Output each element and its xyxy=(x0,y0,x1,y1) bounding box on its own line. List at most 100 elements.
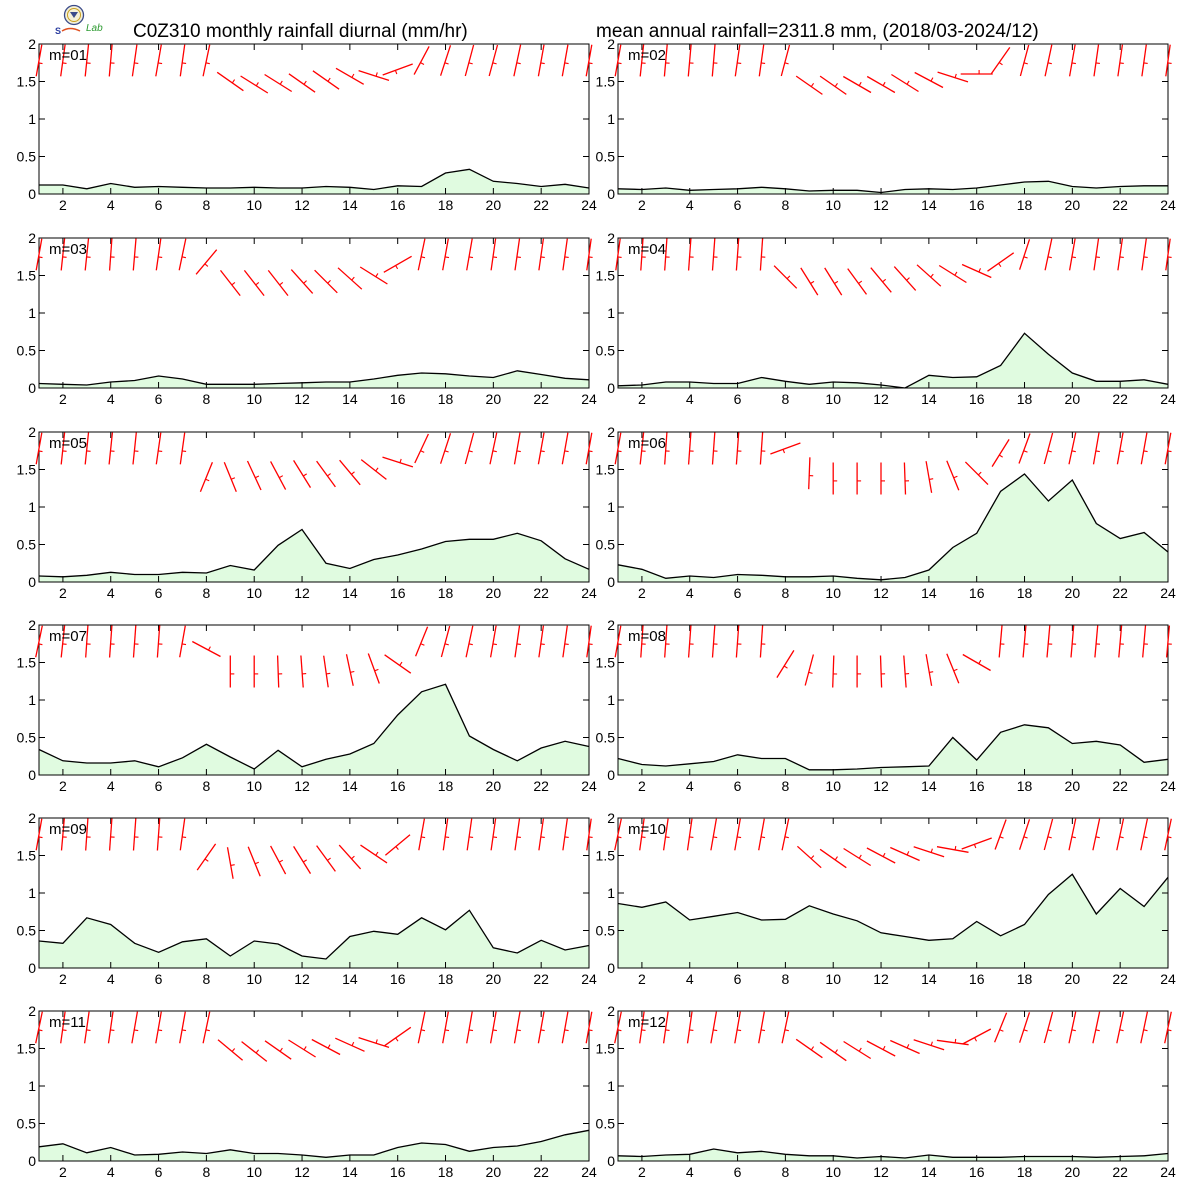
x-tick-label: 18 xyxy=(438,391,454,407)
wind-barb-feather xyxy=(350,670,355,673)
wind-barb-feather xyxy=(882,81,886,86)
panel-1: 00.511.522 4 6 8 10 12 14 16 18 20 22 24m=01 xyxy=(17,36,597,213)
x-tick-label: 4 xyxy=(686,197,694,213)
wind-barb-feather xyxy=(858,280,863,284)
y-tick-label: 2 xyxy=(28,1003,36,1019)
wind-barb-feather xyxy=(808,671,813,674)
wind-barb xyxy=(1164,818,1172,851)
x-tick-label: 8 xyxy=(202,585,210,601)
wind-barb xyxy=(337,267,363,290)
panel-label: m=07 xyxy=(49,628,87,645)
wind-barbs xyxy=(614,1011,1172,1062)
y-tick-label: 1.5 xyxy=(596,268,616,284)
wind-barb-feather xyxy=(783,665,788,669)
wind-barb xyxy=(962,1028,992,1045)
wind-barb xyxy=(640,238,644,271)
wind-barb xyxy=(1070,625,1075,658)
x-tick-label: 16 xyxy=(390,585,406,601)
wind-barb xyxy=(60,818,65,851)
wind-barb-feather xyxy=(420,1029,426,1032)
wind-barb-feather xyxy=(784,836,789,839)
wind-barb-feather xyxy=(834,82,838,87)
wind-barb-feather xyxy=(1023,836,1028,839)
x-tick-label: 24 xyxy=(581,585,597,601)
wind-barb-feather xyxy=(929,671,934,673)
wind-barb-feather xyxy=(588,450,593,453)
wind-barb-feather xyxy=(930,77,934,82)
y-tick-label: 1 xyxy=(28,111,36,127)
wind-barb-feather xyxy=(1143,836,1148,839)
wind-barb xyxy=(488,44,499,77)
wind-barb-feather xyxy=(954,1038,957,1043)
wind-barb-feather xyxy=(182,643,187,646)
x-tick-label: 12 xyxy=(294,971,310,987)
wind-barb xyxy=(964,461,989,486)
wind-barb xyxy=(664,625,668,658)
wind-barb-feather xyxy=(930,1041,933,1046)
wind-barb xyxy=(417,1011,426,1044)
rainfall-area xyxy=(39,1130,589,1161)
wind-barb-feather xyxy=(204,858,209,862)
x-tick-label: 2 xyxy=(638,778,646,794)
wind-barb-feather xyxy=(953,668,958,672)
wind-barb-feather xyxy=(279,80,283,85)
y-tick-label: 0 xyxy=(28,574,36,590)
wind-barb xyxy=(640,625,644,658)
wind-barb xyxy=(290,269,314,294)
rainfall-line xyxy=(38,528,590,578)
wind-barb xyxy=(108,238,113,271)
wind-barb xyxy=(241,1041,268,1062)
wind-barb xyxy=(1068,818,1077,851)
wind-barb-feather xyxy=(906,1044,910,1049)
wind-barb xyxy=(891,73,919,93)
wind-barb xyxy=(300,655,304,688)
wind-barb-feather xyxy=(158,256,163,258)
wind-barb xyxy=(735,625,740,658)
x-tick-label: 16 xyxy=(390,197,406,213)
wind-barb xyxy=(108,44,113,77)
x-tick-label: 4 xyxy=(107,1164,115,1180)
x-tick-label: 16 xyxy=(390,1164,406,1180)
x-tick-label: 10 xyxy=(246,778,262,794)
wind-barb xyxy=(1140,432,1148,465)
wind-barb xyxy=(60,44,66,77)
wind-barb xyxy=(191,640,221,658)
wind-barbs xyxy=(614,44,1172,95)
wind-barb xyxy=(107,1011,114,1044)
panel-label: m=03 xyxy=(49,241,87,258)
y-tick-label: 0 xyxy=(607,186,615,202)
wind-barb xyxy=(514,625,521,658)
x-tick-label: 24 xyxy=(581,971,597,987)
wind-barb-feather xyxy=(978,659,982,664)
wind-barb xyxy=(711,432,716,465)
y-tick-label: 1 xyxy=(607,885,615,901)
y-tick-label: 0.5 xyxy=(17,923,37,939)
wind-barb xyxy=(759,625,764,658)
wind-barb-feather xyxy=(1023,450,1028,453)
wind-barb xyxy=(1044,238,1053,271)
wind-barb xyxy=(316,845,336,872)
wind-barb-feather xyxy=(786,275,791,280)
wind-barbs xyxy=(35,432,593,493)
wind-barbs xyxy=(615,238,1172,296)
x-tick-label: 12 xyxy=(873,1164,889,1180)
wind-barb-feather xyxy=(303,859,307,863)
wind-barb-feather xyxy=(492,836,498,838)
wind-barb-feather xyxy=(327,473,331,477)
wind-barb xyxy=(1141,44,1147,77)
wind-barb-feather xyxy=(158,1029,163,1032)
wind-barb xyxy=(776,650,795,678)
wind-barb-feather xyxy=(540,256,545,258)
y-tick-label: 2 xyxy=(607,230,615,246)
wind-barb xyxy=(226,847,234,879)
x-tick-label: 18 xyxy=(1017,391,1033,407)
x-tick-label: 6 xyxy=(155,391,163,407)
wind-barb xyxy=(914,71,944,89)
wind-barb xyxy=(288,73,316,93)
x-tick-label: 20 xyxy=(1065,391,1081,407)
rainfall-area xyxy=(618,474,1168,582)
panel-12: 00.511.522 4 6 8 10 12 14 16 18 20 22 24m=12 xyxy=(596,1003,1176,1180)
rainfall-area xyxy=(39,169,589,194)
wind-barb-feather xyxy=(564,450,569,453)
wind-barb xyxy=(585,44,593,77)
